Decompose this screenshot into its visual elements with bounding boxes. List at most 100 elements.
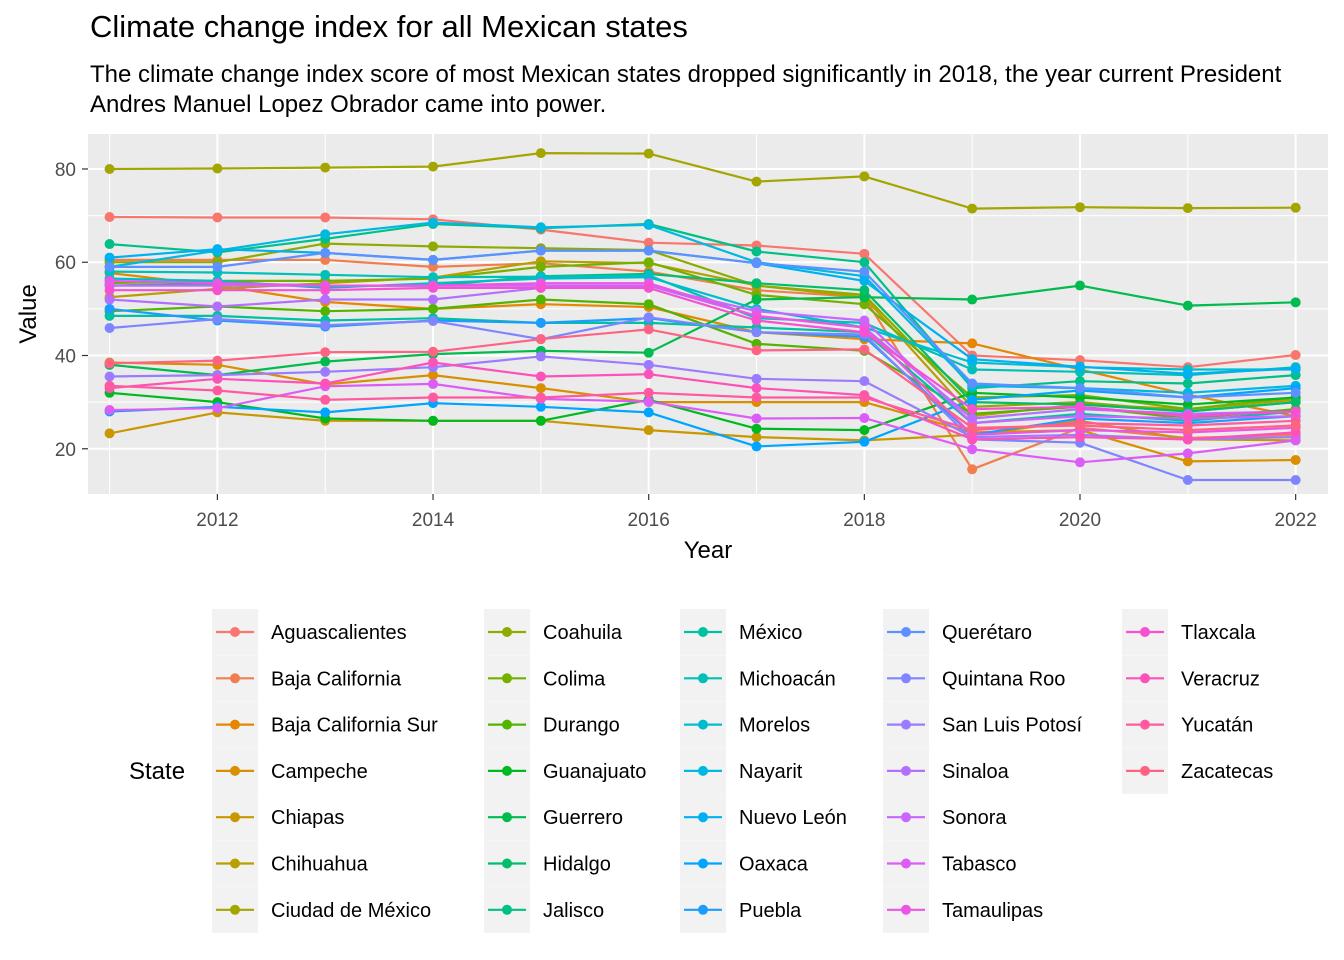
data-point xyxy=(104,358,115,369)
data-point xyxy=(1075,376,1085,387)
y-axis-title: Value xyxy=(15,284,42,344)
data-point xyxy=(104,285,115,296)
legend-item: Sinaloa xyxy=(883,747,1010,794)
legend-key-point xyxy=(1140,627,1150,637)
data-point xyxy=(212,355,223,366)
data-point xyxy=(428,303,439,314)
legend-item: Guanajuato xyxy=(484,747,646,794)
series-line xyxy=(109,279,1296,436)
data-point xyxy=(751,315,762,326)
data-point xyxy=(212,403,223,414)
plot-panel xyxy=(88,134,1328,494)
data-point xyxy=(1290,475,1301,486)
series-line xyxy=(109,152,1296,210)
legend-label: Sinaloa xyxy=(942,761,1010,783)
legend-item: Puebla xyxy=(680,886,802,933)
legend-item: Nuevo León xyxy=(680,794,847,841)
data-point xyxy=(104,252,115,263)
legend-key-point xyxy=(698,765,708,776)
data-point xyxy=(967,404,978,415)
legend-label: Durango xyxy=(543,715,620,737)
x-tick-label: 2014 xyxy=(412,510,455,531)
data-point xyxy=(1290,387,1301,398)
legend-key-point xyxy=(698,673,708,684)
data-point xyxy=(1182,425,1193,436)
data-point xyxy=(751,278,762,289)
data-point xyxy=(1290,397,1301,408)
data-point xyxy=(212,244,223,255)
legend-key-point xyxy=(230,904,240,915)
data-point xyxy=(643,387,654,398)
data-point xyxy=(643,237,654,248)
data-point xyxy=(535,401,546,412)
legend-key-point xyxy=(230,858,240,869)
data-point xyxy=(535,282,546,293)
series-tabasco xyxy=(104,378,1301,468)
data-point xyxy=(104,371,115,382)
legend-label: Querétaro xyxy=(942,622,1032,644)
legend-key-point xyxy=(1140,719,1150,730)
data-point xyxy=(104,239,115,250)
legend-item: Chiapas xyxy=(212,794,344,841)
data-point xyxy=(967,444,978,455)
data-point xyxy=(1075,392,1085,403)
legend-label: San Luis Potosí xyxy=(942,715,1083,737)
data-point xyxy=(1290,202,1301,213)
legend-label: Guanajuato xyxy=(543,761,646,783)
legend-label: Colima xyxy=(543,668,606,690)
data-point xyxy=(104,322,115,333)
legend-item: México xyxy=(680,609,802,655)
data-point xyxy=(967,364,978,375)
data-point xyxy=(320,320,331,331)
x-axis: 2012 2014 2016 2018 2020 2022 xyxy=(196,494,1317,531)
x-axis-title: Year xyxy=(684,537,733,564)
data-point xyxy=(212,261,223,272)
series-queretaro xyxy=(104,245,1301,403)
data-point xyxy=(428,415,439,426)
data-point xyxy=(320,366,331,377)
data-point xyxy=(428,161,439,172)
data-point xyxy=(859,285,870,296)
data-point xyxy=(859,315,870,326)
legend-label: Baja California xyxy=(271,668,402,690)
data-point xyxy=(535,317,546,328)
legend-label: Zacatecas xyxy=(1181,761,1273,783)
legend-item: Yucatán xyxy=(1122,701,1253,748)
x-tick-label: 2012 xyxy=(196,510,238,531)
data-point xyxy=(212,278,223,289)
legend-item: Zacatecas xyxy=(1122,747,1273,794)
data-point xyxy=(428,315,439,326)
data-point xyxy=(535,415,546,426)
legend-key-point xyxy=(502,719,512,730)
data-point xyxy=(859,257,870,268)
legend-label: Tabasco xyxy=(942,854,1017,876)
data-point xyxy=(751,327,762,338)
data-point xyxy=(428,282,439,293)
data-point xyxy=(320,407,331,418)
series-line xyxy=(109,384,1296,432)
data-point xyxy=(320,294,331,305)
data-point xyxy=(1290,350,1301,361)
data-point xyxy=(859,392,870,403)
data-point xyxy=(535,294,546,305)
data-point xyxy=(643,257,654,268)
data-point xyxy=(428,294,439,305)
legend-item: Jalisco xyxy=(484,886,604,933)
x-tick-label: 2016 xyxy=(628,510,670,531)
data-point xyxy=(643,347,654,358)
data-point xyxy=(751,432,762,443)
data-point xyxy=(859,275,870,286)
data-point xyxy=(859,376,870,387)
data-point xyxy=(859,412,870,423)
legend-item: Querétaro xyxy=(883,609,1032,655)
legend: Aguascalientes Baja California Baja Califo… xyxy=(212,609,1273,933)
data-point xyxy=(535,148,546,159)
data-point xyxy=(751,383,762,394)
series-line xyxy=(109,286,1296,418)
chart-subtitle: The climate change index score of most M… xyxy=(90,61,1282,118)
legend-item: Quintana Roo xyxy=(883,655,1065,702)
data-point xyxy=(859,299,870,310)
data-point xyxy=(751,441,762,452)
data-point xyxy=(320,306,331,317)
